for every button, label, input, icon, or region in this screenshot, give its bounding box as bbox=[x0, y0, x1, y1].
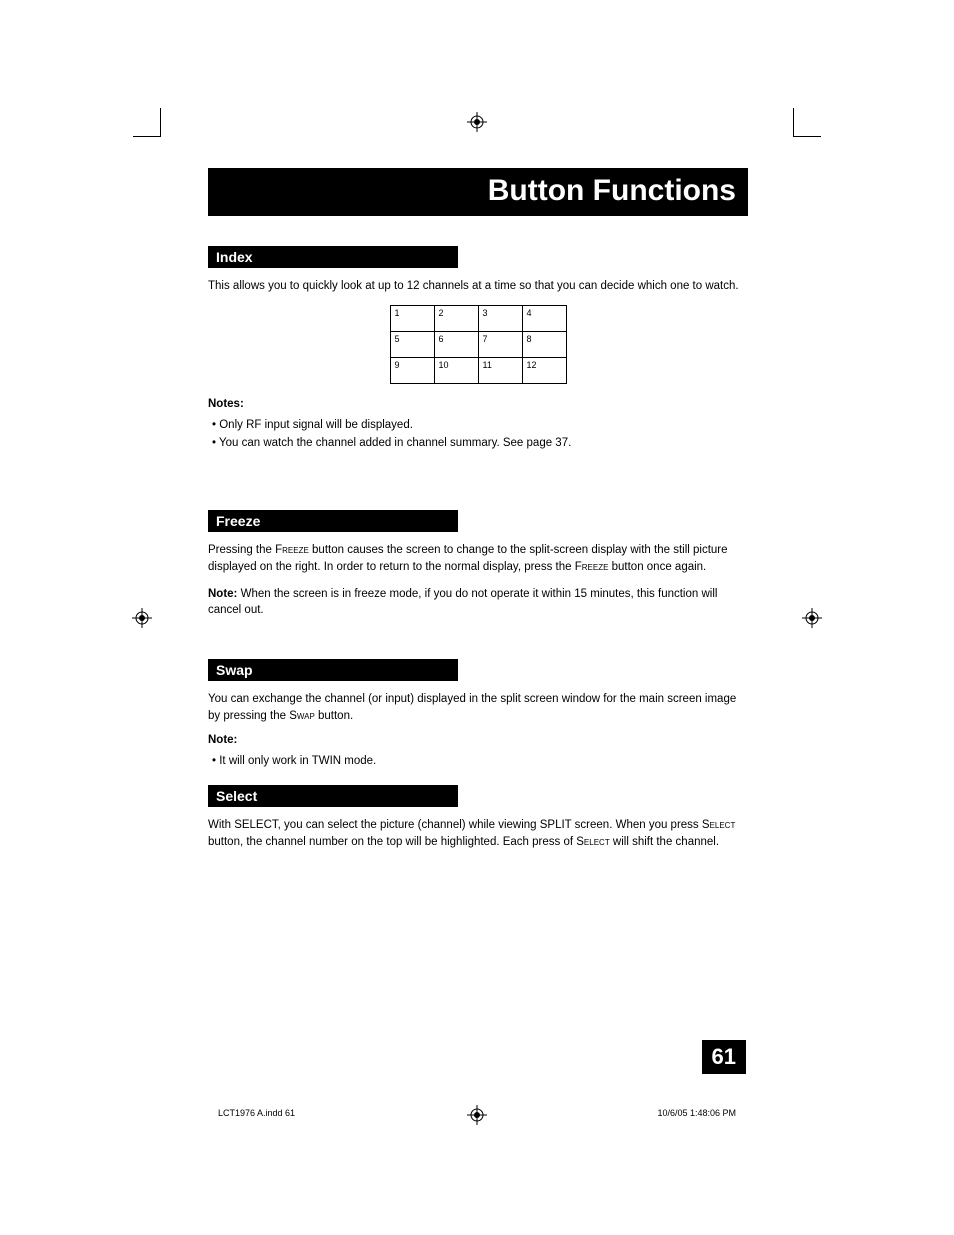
registration-mark-top bbox=[467, 112, 487, 132]
grid-cell: 6 bbox=[434, 331, 478, 357]
freeze-smallcaps: Freeze bbox=[275, 544, 309, 556]
footer-filename: LCT1976 A.indd 61 bbox=[218, 1108, 295, 1118]
registration-mark-left bbox=[132, 608, 152, 628]
freeze-smallcaps: Freeze bbox=[575, 561, 609, 573]
registration-mark-bottom bbox=[467, 1105, 487, 1125]
grid-cell: 1 bbox=[390, 305, 434, 331]
freeze-body: Pressing the Freeze button causes the sc… bbox=[208, 542, 748, 575]
grid-cell: 3 bbox=[478, 305, 522, 331]
grid-cell: 9 bbox=[390, 357, 434, 383]
crop-mark-top-right bbox=[793, 108, 794, 136]
page-title: Button Functions bbox=[208, 168, 748, 216]
channel-grid: 1 2 3 4 5 6 7 8 9 10 11 12 bbox=[390, 305, 567, 384]
swap-body: You can exchange the channel (or input) … bbox=[208, 691, 748, 724]
index-body: This allows you to quickly look at up to… bbox=[208, 278, 748, 295]
note-item: It will only work in TWIN mode. bbox=[212, 752, 748, 770]
notes-label: Notes: bbox=[208, 398, 748, 410]
select-smallcaps: Select bbox=[576, 836, 609, 848]
grid-cell: 4 bbox=[522, 305, 566, 331]
grid-cell: 10 bbox=[434, 357, 478, 383]
freeze-note: Note: When the screen is in freeze mode,… bbox=[208, 586, 748, 619]
registration-mark-right bbox=[802, 608, 822, 628]
select-body: With SELECT, you can select the picture … bbox=[208, 817, 748, 850]
footer-timestamp: 10/6/05 1:48:06 PM bbox=[657, 1108, 736, 1118]
swap-smallcaps: Swap bbox=[289, 710, 315, 722]
page-number: 61 bbox=[702, 1040, 746, 1074]
grid-cell: 2 bbox=[434, 305, 478, 331]
crop-mark-top-left bbox=[160, 108, 161, 136]
section-heading-swap: Swap bbox=[208, 659, 458, 681]
notes-label: Note: bbox=[208, 734, 748, 746]
note-item: You can watch the channel added in chann… bbox=[212, 434, 748, 452]
section-heading-index: Index bbox=[208, 246, 458, 268]
index-notes: Only RF input signal will be displayed. … bbox=[208, 416, 748, 453]
grid-cell: 8 bbox=[522, 331, 566, 357]
grid-cell: 5 bbox=[390, 331, 434, 357]
note-item: Only RF input signal will be displayed. bbox=[212, 416, 748, 434]
page-content: Button Functions Index This allows you t… bbox=[208, 168, 748, 860]
select-smallcaps: Select bbox=[702, 819, 735, 831]
swap-notes: It will only work in TWIN mode. bbox=[208, 752, 748, 770]
grid-cell: 7 bbox=[478, 331, 522, 357]
grid-cell: 12 bbox=[522, 357, 566, 383]
grid-cell: 11 bbox=[478, 357, 522, 383]
section-heading-select: Select bbox=[208, 785, 458, 807]
section-heading-freeze: Freeze bbox=[208, 510, 458, 532]
